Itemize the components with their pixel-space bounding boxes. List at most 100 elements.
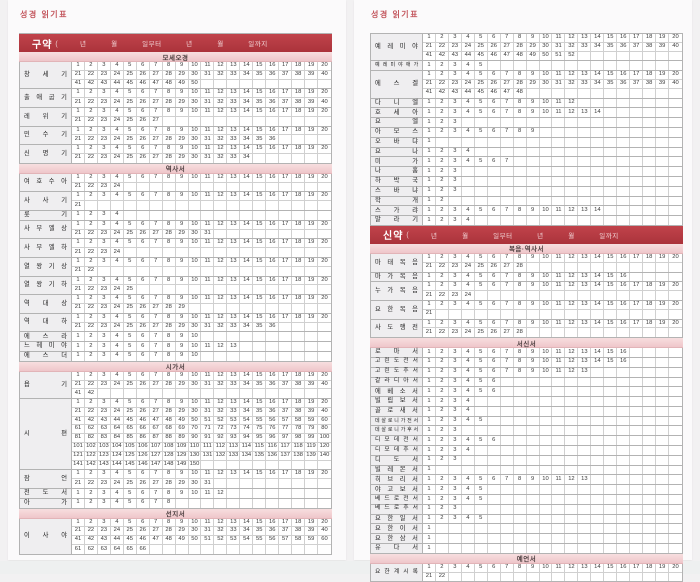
chapter-cell: 13 <box>578 282 592 292</box>
empty-cell <box>501 495 514 504</box>
new-testament-table: 예 레 미 야 1 2 3 4 5 6 7 8 9 10 11 12 13 14 15 16 17 18 19 20 21 22 2… <box>370 33 683 582</box>
chapter-cell: 8 <box>162 173 176 183</box>
chapter-cell: 28 <box>163 322 176 332</box>
book-row: 민 수 기 1 2 3 4 5 6 7 8 9 10 11 12 13 14 15 16 17 18 19 20 21 22 23… <box>19 126 332 146</box>
empty-cell <box>475 147 488 157</box>
empty-cell <box>669 138 682 147</box>
empty-cell <box>240 116 254 126</box>
empty-cell <box>591 157 605 167</box>
empty-cell <box>578 446 592 455</box>
chapter-cell: 5 <box>123 518 137 528</box>
chapter-cell: 14 <box>240 126 254 136</box>
chapter-cell: 25 <box>123 527 137 537</box>
chapter-cell: 14 <box>240 295 254 304</box>
chapter-cell: 18 <box>292 313 306 323</box>
chapter-cell: 2 <box>435 282 449 292</box>
chapter-cell: 9 <box>526 300 540 310</box>
empty-cell <box>552 446 566 455</box>
chapter-cell: 14 <box>240 470 254 480</box>
chapter-cell: 18 <box>292 173 306 183</box>
chapter-cell: 91 <box>201 434 215 444</box>
chapter-cell: 24 <box>461 79 475 89</box>
empty-cell <box>552 397 566 406</box>
empty-cell <box>617 465 631 475</box>
empty-cell <box>617 216 631 225</box>
empty-cell <box>656 514 670 524</box>
chapter-cell: 73 <box>227 425 241 435</box>
empty-cell <box>279 229 293 239</box>
empty-cell <box>578 406 592 416</box>
date-field-label: 일까지 <box>248 41 268 48</box>
chapter-cell: 4 <box>110 173 124 183</box>
chapter-cell: 31 <box>201 380 215 390</box>
chapter-cell: 1 <box>423 108 436 118</box>
empty-cell <box>630 186 644 196</box>
empty-cell <box>656 465 670 475</box>
chapter-cell: 18 <box>292 192 306 202</box>
chapter-cell: 14 <box>591 34 605 43</box>
chapter-cell: 45 <box>124 79 137 89</box>
empty-cell <box>552 534 566 544</box>
chapter-cell: 23 <box>98 248 111 257</box>
empty-cell <box>279 285 293 295</box>
chapter-cell: 11 <box>552 253 566 263</box>
empty-cell <box>630 397 644 406</box>
book-row: 요 한 복 음 1 2 3 4 5 6 7 8 9 10 11 12 13 14 15 16 17 18 19 20 21 <box>370 300 683 320</box>
empty-cell <box>150 182 163 192</box>
chapter-cell: 60 <box>318 417 331 426</box>
empty-cell <box>552 455 566 465</box>
chapter-cell: 7 <box>501 98 514 108</box>
chapter-cell: 9 <box>527 475 540 485</box>
empty-cell <box>643 108 657 118</box>
empty-cell <box>189 389 202 399</box>
chapter-grid: 1 2 3 4 5 6 7 8 9 10 <box>72 351 331 361</box>
chapter-cell: 13 <box>227 62 241 71</box>
chapter-cell: 19 <box>305 371 319 381</box>
empty-cell <box>501 387 514 397</box>
empty-cell <box>201 266 215 276</box>
empty-cell <box>514 495 527 504</box>
chapter-cell: 1 <box>423 272 436 282</box>
chapter-cell: 6 <box>136 192 150 202</box>
chapter-cell: 26 <box>137 322 150 332</box>
empty-cell <box>540 147 553 157</box>
empty-cell <box>656 216 670 225</box>
chapter-cell: 22 <box>85 322 98 332</box>
empty-cell <box>292 182 306 192</box>
empty-cell <box>514 186 527 196</box>
chapter-cell: 2 <box>85 489 98 498</box>
chapter-cell: 5 <box>475 206 488 216</box>
chapter-cell: 1 <box>423 416 436 426</box>
chapter-cell: 99 <box>305 434 319 444</box>
empty-cell <box>163 389 176 399</box>
chapter-cell: 11 <box>201 399 215 408</box>
chapter-cell: 10 <box>539 563 553 573</box>
chapter-cell: 33 <box>578 42 592 52</box>
empty-cell <box>279 135 293 145</box>
chapter-cell: 20 <box>669 320 682 329</box>
chapter-cell: 21 <box>72 407 85 417</box>
empty-cell <box>501 436 514 446</box>
chapter-cell: 135 <box>253 451 267 461</box>
chapter-grid: 1 2 3 4 5 6 7 8 9 10 11 12 13 14 15 16 17 18 19 20 21 22 23 24 <box>423 282 682 300</box>
chapter-cell: 38 <box>292 527 306 537</box>
chapter-cell: 39 <box>305 70 319 80</box>
chapter-cell: 25 <box>124 303 137 313</box>
empty-cell <box>656 406 670 416</box>
empty-cell <box>475 524 488 534</box>
empty-cell <box>604 61 618 71</box>
chapter-cell: 10 <box>188 173 202 183</box>
empty-cell <box>643 357 657 367</box>
empty-cell <box>514 485 527 495</box>
empty-cell <box>318 389 331 398</box>
chapter-cell: 3 <box>98 342 111 351</box>
